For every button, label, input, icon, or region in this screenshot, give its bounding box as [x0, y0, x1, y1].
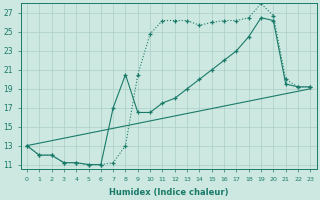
X-axis label: Humidex (Indice chaleur): Humidex (Indice chaleur) — [109, 188, 228, 197]
